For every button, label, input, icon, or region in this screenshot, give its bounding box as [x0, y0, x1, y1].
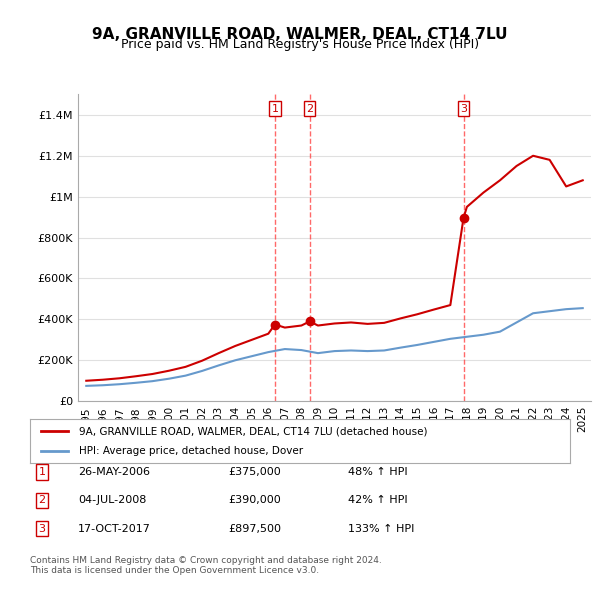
Text: 3: 3: [38, 524, 46, 533]
Text: 2: 2: [306, 104, 313, 114]
Text: 42% ↑ HPI: 42% ↑ HPI: [348, 496, 407, 505]
Text: 133% ↑ HPI: 133% ↑ HPI: [348, 524, 415, 533]
Text: 17-OCT-2017: 17-OCT-2017: [78, 524, 151, 533]
Text: £375,000: £375,000: [228, 467, 281, 477]
Text: Contains HM Land Registry data © Crown copyright and database right 2024.
This d: Contains HM Land Registry data © Crown c…: [30, 556, 382, 575]
Text: £390,000: £390,000: [228, 496, 281, 505]
Text: 26-MAY-2006: 26-MAY-2006: [78, 467, 150, 477]
Text: 9A, GRANVILLE ROAD, WALMER, DEAL, CT14 7LU (detached house): 9A, GRANVILLE ROAD, WALMER, DEAL, CT14 7…: [79, 427, 427, 436]
Text: HPI: Average price, detached house, Dover: HPI: Average price, detached house, Dove…: [79, 446, 303, 455]
Text: 9A, GRANVILLE ROAD, WALMER, DEAL, CT14 7LU: 9A, GRANVILLE ROAD, WALMER, DEAL, CT14 7…: [92, 27, 508, 41]
Text: 04-JUL-2008: 04-JUL-2008: [78, 496, 146, 505]
Text: 1: 1: [271, 104, 278, 114]
Text: Price paid vs. HM Land Registry's House Price Index (HPI): Price paid vs. HM Land Registry's House …: [121, 38, 479, 51]
Text: 1: 1: [38, 467, 46, 477]
Text: 48% ↑ HPI: 48% ↑ HPI: [348, 467, 407, 477]
Text: 3: 3: [460, 104, 467, 114]
Text: 2: 2: [38, 496, 46, 505]
Text: £897,500: £897,500: [228, 524, 281, 533]
